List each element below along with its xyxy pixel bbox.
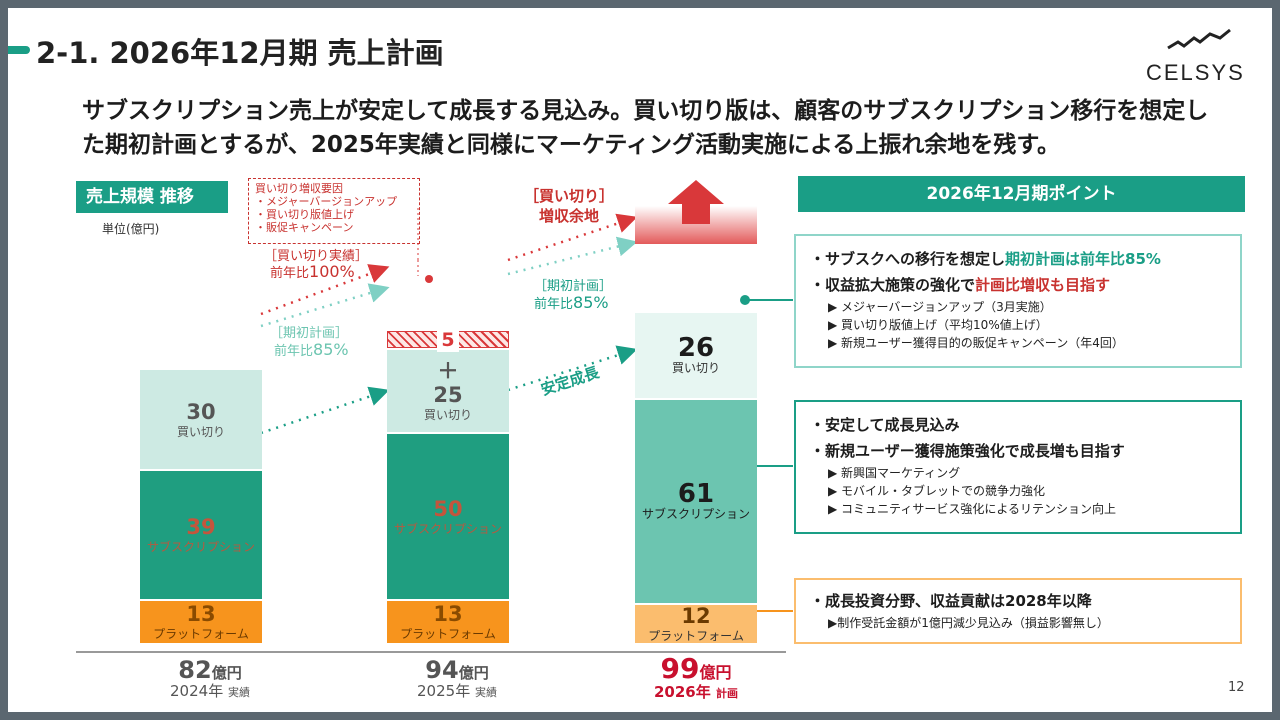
plan-yoy-2025: 前年比85% bbox=[274, 340, 349, 359]
upside-annotation: ［買い切り］ 増収余地 bbox=[524, 186, 614, 226]
total-value: 82 bbox=[178, 656, 212, 684]
point-sub: ▶ メジャーバージョンアップ（3月実施） bbox=[828, 300, 1052, 314]
year-label: 2025年 bbox=[417, 682, 471, 700]
plan-label-2026: ［期初計画］ bbox=[534, 279, 613, 294]
bar-segment: ＋ 25 買い切り bbox=[387, 350, 509, 432]
lead-line-1: サブスクリプション売上が安定して成長する見込み。買い切り版は、顧客のサブスクリプ… bbox=[82, 98, 1209, 124]
point-line: ・サブスクへの移行を想定し期初計画は前年比85% bbox=[810, 246, 1226, 272]
factors-item: ・買い切り版値上げ bbox=[255, 208, 354, 221]
point-sub: ▶ 買い切り版値上げ（平均10%値上げ） bbox=[828, 318, 1048, 332]
bar-segment: 26 買い切り bbox=[635, 313, 757, 399]
growth-factors-box: 買い切り増収要因 ・メジャーバージョンアップ ・買い切り版値上げ ・販促キャンペ… bbox=[248, 178, 420, 244]
celsys-logo: CELSYS bbox=[1146, 60, 1245, 85]
bar-label: 買い切り bbox=[671, 360, 720, 375]
total-unit: 億円 bbox=[458, 664, 489, 682]
year-note: 実績 bbox=[474, 686, 497, 699]
bar-segment: 30 買い切り bbox=[140, 370, 262, 469]
bar-label: 買い切り bbox=[423, 408, 472, 423]
bar-segment: 12 プラットフォーム bbox=[635, 603, 757, 643]
bar-segment: 39 サブスクリプション bbox=[140, 470, 262, 600]
point-sub: ▶ 新規ユーザー獲得目的の販促キャンペーン（年4回） bbox=[828, 336, 1124, 350]
bar-label: プラットフォーム bbox=[400, 627, 496, 642]
slide: 2-1. 2026年12月期 売上計画 CELSYS サブスクリプション売上が安… bbox=[8, 8, 1272, 712]
upside-line-1: ［買い切り］ bbox=[524, 187, 615, 205]
plan-label-2025: ［期初計画］ bbox=[270, 326, 349, 341]
total-2025: 94億円 2025年 実績 bbox=[377, 656, 537, 701]
point-box-subscription: ・安定して成長見込み ・新規ユーザー獲得施策強化で成長増も目指す ▶ 新興国マー… bbox=[794, 400, 1242, 534]
point-sub: ▶ モバイル・タブレットでの競争力強化 bbox=[828, 484, 1046, 498]
page-number: 12 bbox=[1228, 680, 1245, 695]
bar-segment: 5 bbox=[387, 327, 509, 352]
year-label: 2026年 bbox=[654, 683, 711, 701]
bar-value: 26 bbox=[677, 332, 715, 363]
plan-yoy-prefix: 前年比 bbox=[274, 344, 314, 359]
bar-segment: 13 プラットフォーム bbox=[140, 601, 262, 643]
bar-value: 13 bbox=[433, 602, 463, 627]
title-accent-bar bbox=[8, 46, 30, 54]
bar-value: 30 bbox=[186, 399, 216, 424]
factors-item: ・メジャーバージョンアップ bbox=[255, 195, 398, 208]
total-2026: 99億円 2026年 計画 bbox=[616, 652, 776, 702]
page-title: 2-1. 2026年12月期 売上計画 bbox=[36, 36, 444, 70]
bar-label: 買い切り bbox=[176, 424, 225, 439]
bar-label: サブスクリプション bbox=[393, 521, 502, 536]
total-value: 94 bbox=[425, 656, 459, 684]
plan-yoy-2026: 前年比85% bbox=[534, 293, 609, 312]
total-value: 99 bbox=[660, 652, 700, 685]
bar-segment: 13 プラットフォーム bbox=[387, 601, 509, 643]
stable-growth-label: 安定成長 bbox=[538, 363, 602, 400]
bar-label: プラットフォーム bbox=[648, 628, 744, 643]
total-unit: 億円 bbox=[211, 664, 242, 682]
chart-header: 売上規模 推移 bbox=[76, 181, 228, 213]
point-highlight: 計画比増収も目指す bbox=[975, 276, 1111, 294]
point-box-platform: ・成長投資分野、収益貢献は2028年以降 ▶制作受託金額が1億円減少見込み（損益… bbox=[794, 578, 1242, 644]
bar-value: 50 bbox=[433, 496, 463, 521]
upside-line-2: 増収余地 bbox=[539, 207, 600, 225]
bar-value: 13 bbox=[186, 602, 216, 627]
bar-value: 25 bbox=[433, 383, 463, 408]
bar-label: サブスクリプション bbox=[146, 540, 255, 555]
point-text: ・収益拡大施策の強化で bbox=[810, 276, 976, 294]
point-highlight: 期初計画は前年比85% bbox=[1005, 250, 1161, 268]
actual-yoy-value: 100% bbox=[309, 262, 355, 281]
point-line: ・新規ユーザー獲得施策強化で成長増も目指す bbox=[810, 442, 1125, 460]
year-note: 計画 bbox=[715, 687, 738, 700]
bar-segment: 50 サブスクリプション bbox=[387, 433, 509, 600]
point-sub: ▶制作受託金額が1億円減少見込み（損益影響無し） bbox=[828, 616, 1109, 630]
bar-value: 5 bbox=[437, 327, 459, 352]
plan-yoy-prefix: 前年比 bbox=[534, 297, 574, 312]
plan-yoy-value: 85% bbox=[313, 340, 349, 359]
point-box-one-time: ・サブスクへの移行を想定し期初計画は前年比85% ・収益拡大施策の強化で計画比増… bbox=[794, 234, 1242, 368]
plan-yoy-value: 85% bbox=[573, 293, 609, 312]
plus-sign: ＋ bbox=[437, 359, 459, 384]
bar-value: 61 bbox=[677, 478, 715, 509]
bar-label: プラットフォーム bbox=[153, 627, 249, 642]
point-sub: ▶ 新興国マーケティング bbox=[828, 466, 961, 480]
point-sub: ▶ コミュニティサービス強化によるリテンション向上 bbox=[828, 502, 1116, 516]
point-line: ・収益拡大施策の強化で計画比増収も目指す bbox=[810, 272, 1226, 298]
actual-label: ［買い切り実績］ bbox=[264, 249, 369, 264]
unit-label: 単位(億円) bbox=[102, 222, 160, 236]
factors-title: 買い切り増収要因 bbox=[255, 182, 343, 195]
point-text: ・サブスクへの移行を想定し bbox=[810, 250, 1006, 268]
bar-segment: 61 サブスクリプション bbox=[635, 400, 757, 603]
point-line: ・成長投資分野、収益貢献は2028年以降 bbox=[810, 592, 1092, 610]
lead-text: サブスクリプション売上が安定して成長する見込み。買い切り版は、顧客のサブスクリプ… bbox=[82, 94, 1252, 162]
factors-item: ・販促キャンペーン bbox=[255, 221, 354, 234]
total-2024: 82億円 2024年 実績 bbox=[130, 656, 290, 701]
total-unit: 億円 bbox=[699, 663, 732, 682]
actual-yoy: 前年比100% bbox=[270, 262, 355, 281]
bar-label: サブスクリプション bbox=[641, 506, 750, 521]
lead-line-2: た期初計画とするが、2025年実績と同様にマーケティング活動実施による上振れ余地… bbox=[82, 132, 1061, 158]
year-label: 2024年 bbox=[170, 682, 224, 700]
point-line: ・安定して成長見込み bbox=[810, 416, 960, 434]
points-header: 2026年12月期ポイント bbox=[798, 176, 1245, 212]
chart-axis-line bbox=[76, 651, 786, 653]
bar-value: 12 bbox=[681, 603, 711, 628]
bar-value: 39 bbox=[186, 515, 216, 540]
year-note: 実績 bbox=[227, 686, 250, 699]
actual-yoy-prefix: 前年比 bbox=[270, 266, 310, 281]
